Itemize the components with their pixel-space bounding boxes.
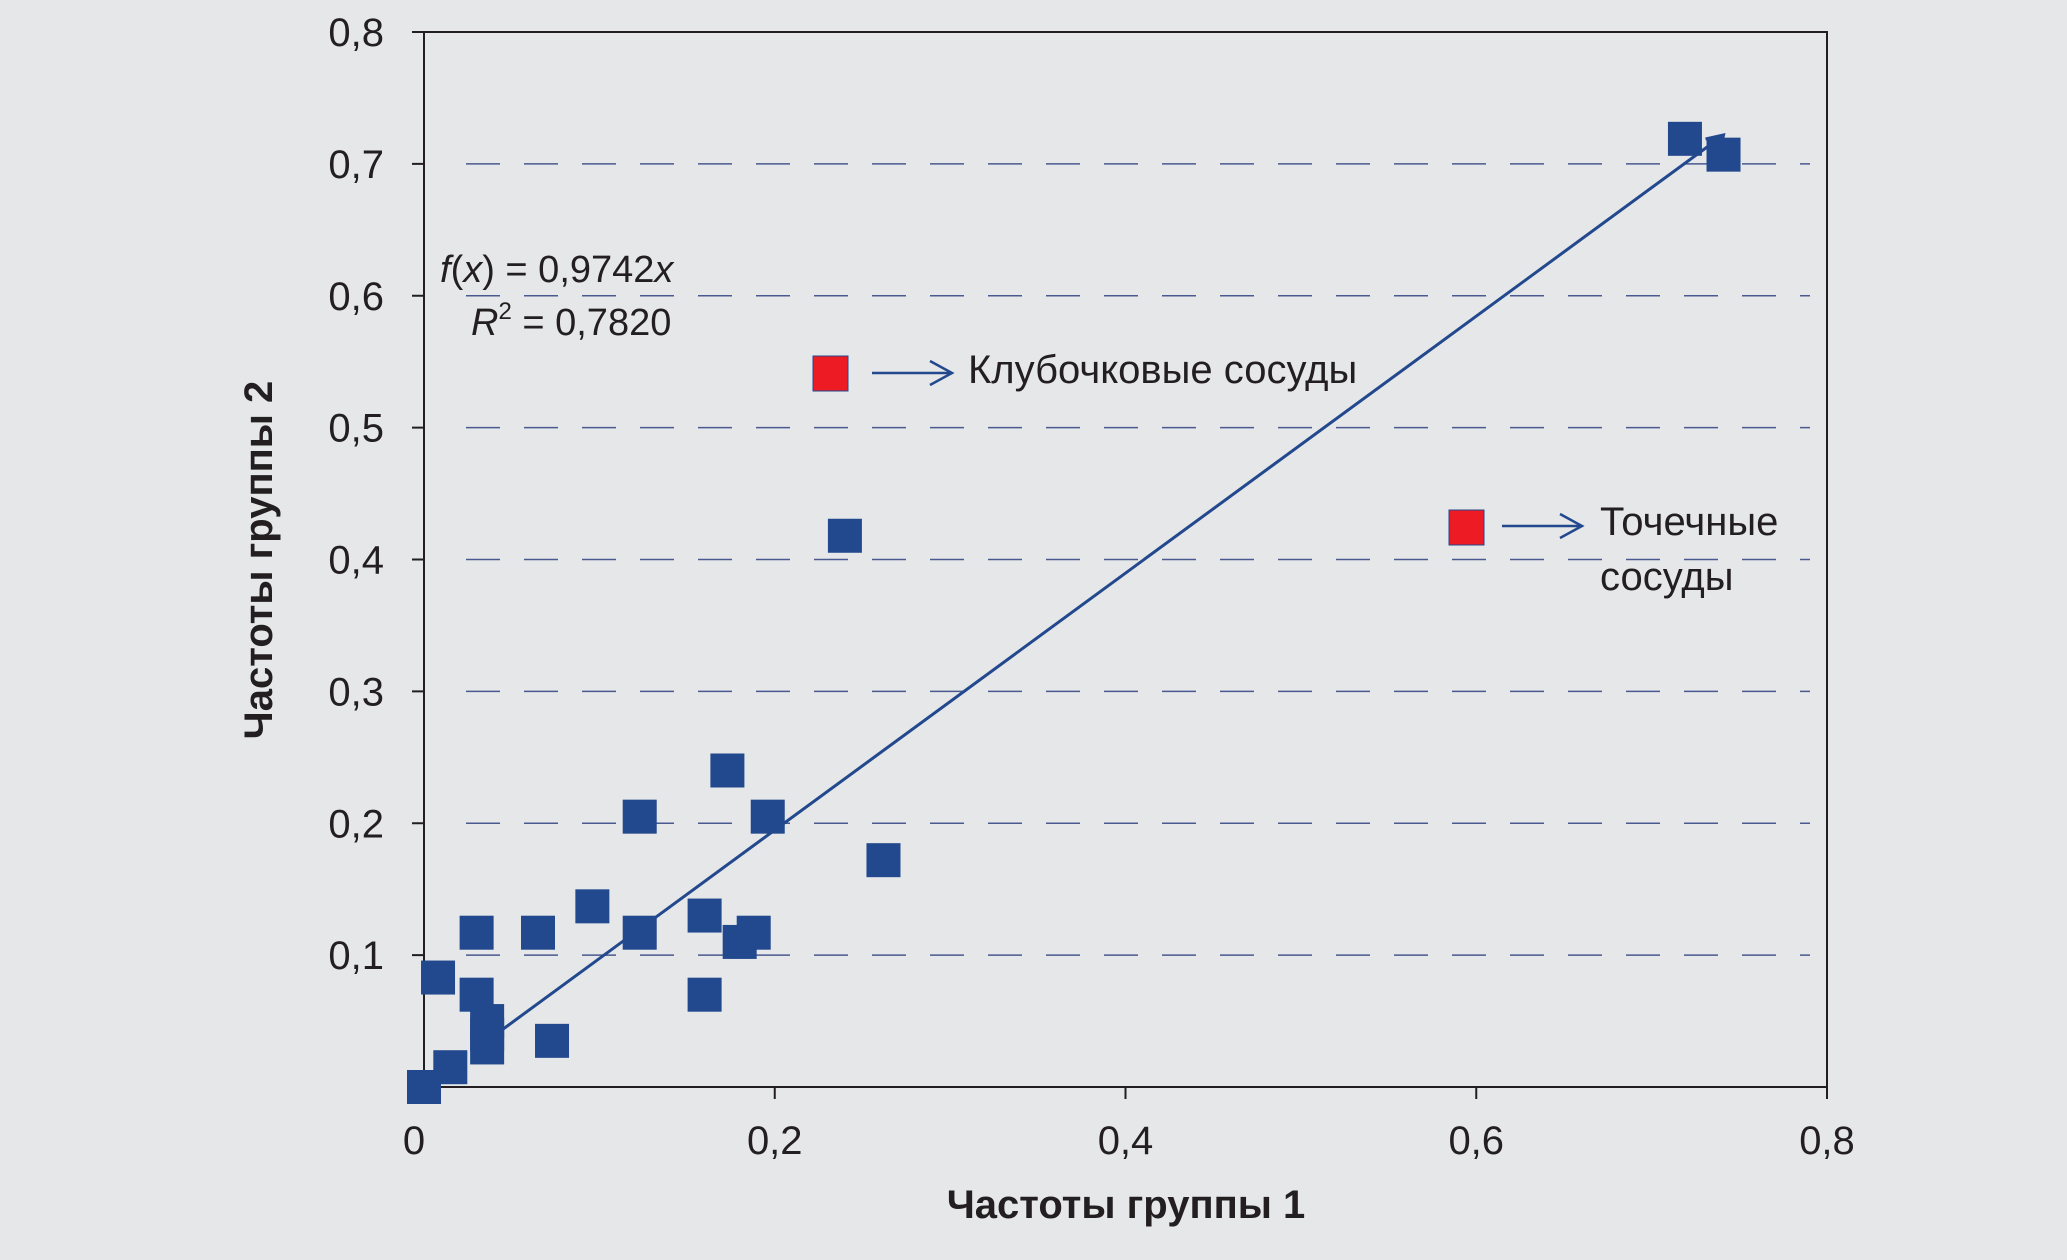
y-tick-label: 0,7 bbox=[328, 143, 384, 187]
data-point bbox=[459, 915, 494, 950]
y-tick-label: 0,4 bbox=[328, 539, 384, 583]
data-points bbox=[407, 121, 1741, 1104]
red-marker-square bbox=[1448, 509, 1485, 546]
data-point bbox=[470, 1030, 505, 1065]
annotation-label: Клубочковые сосуды bbox=[968, 348, 1357, 392]
annotation-label-line1: Точечные bbox=[1600, 500, 1778, 544]
data-point bbox=[622, 915, 657, 950]
y-tick-label: 0,2 bbox=[328, 802, 384, 846]
y-tick-label: 0,6 bbox=[328, 275, 384, 319]
y-tick-label: 0,5 bbox=[328, 407, 384, 451]
y-tick-label: 0,8 bbox=[328, 11, 384, 55]
grid-lines bbox=[466, 163, 1810, 956]
data-point bbox=[710, 753, 745, 788]
x-axis-ticks: 0 0,2 0,4 0,6 0,8 bbox=[403, 1087, 1855, 1163]
data-point bbox=[750, 799, 785, 834]
x-tick-label: 0,6 bbox=[1448, 1119, 1504, 1163]
arrow-head bbox=[1559, 512, 1585, 540]
annotation-point: Точечные сосуды bbox=[1448, 500, 1778, 599]
x-tick-label: 0,2 bbox=[747, 1119, 803, 1163]
data-point bbox=[535, 1023, 570, 1058]
data-point bbox=[866, 843, 901, 878]
red-marker-square bbox=[812, 355, 849, 392]
annotation-glomerular: Клубочковые сосуды bbox=[812, 348, 1357, 392]
y-axis-title: Частоты группы 2 bbox=[237, 381, 281, 740]
y-tick-label: 0,3 bbox=[328, 670, 384, 714]
data-point bbox=[575, 889, 610, 924]
x-axis-title: Частоты группы 1 bbox=[947, 1183, 1306, 1227]
data-point bbox=[1667, 121, 1702, 156]
arrow-head bbox=[929, 359, 955, 387]
data-point bbox=[736, 915, 771, 950]
data-point bbox=[827, 518, 862, 553]
data-point bbox=[520, 915, 555, 950]
trend-line bbox=[486, 133, 1725, 1042]
data-point bbox=[1706, 137, 1741, 172]
r-squared-text: R2 = 0,7820 bbox=[471, 298, 671, 344]
x-tick-label: 0,4 bbox=[1098, 1119, 1154, 1163]
y-axis-ticks: 0,1 0,2 0,3 0,4 0,5 0,6 0,7 0,8 bbox=[328, 11, 424, 978]
annotation-label-line2: сосуды bbox=[1600, 555, 1733, 599]
equation-text: f(x) = 0,9742x bbox=[440, 249, 675, 291]
data-point bbox=[622, 799, 657, 834]
trend-equation: f(x) = 0,9742x R2 = 0,7820 bbox=[440, 249, 675, 344]
data-point bbox=[687, 977, 722, 1012]
x-tick-label: 0,8 bbox=[1799, 1119, 1855, 1163]
y-tick-label: 0,1 bbox=[328, 934, 384, 978]
data-point bbox=[687, 898, 722, 933]
data-point bbox=[421, 960, 456, 995]
x-tick-label: 0 bbox=[403, 1119, 425, 1163]
data-point bbox=[433, 1050, 468, 1085]
